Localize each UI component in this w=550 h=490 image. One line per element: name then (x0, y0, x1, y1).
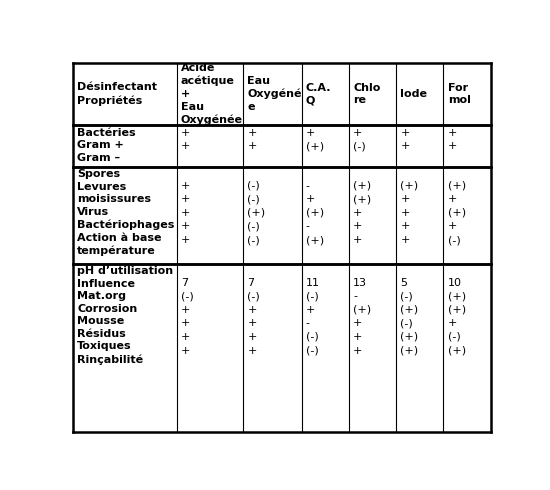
Text: 13
-
(+)
+
+
+: 13 - (+) + + + (353, 277, 371, 356)
Text: 7
(-)
+
+
+
+: 7 (-) + + + + (248, 277, 260, 356)
Text: (-)
(-)
(+)
(-)
(-): (-) (-) (+) (-) (-) (248, 181, 266, 245)
Text: Acide
acétique
+
Eau
Oxygénée: Acide acétique + Eau Oxygénée (181, 63, 243, 125)
Text: +
+: + + (181, 128, 190, 151)
Text: +
+
+
+
+: + + + + + (181, 181, 190, 245)
Text: +
+: + + (248, 128, 257, 151)
Text: Spores
Levures
moisissures
Virus
Bactériophages
Action à base
température: Spores Levures moisissures Virus Bactéri… (77, 169, 175, 256)
Text: +
+: + + (400, 128, 410, 151)
Text: -
+
(+)
-
(+): - + (+) - (+) (306, 181, 324, 245)
Text: Chlo
re: Chlo re (353, 83, 381, 105)
Text: For
mol: For mol (448, 83, 471, 105)
Text: Désinfectant
Propriétés: Désinfectant Propriétés (77, 82, 157, 106)
Text: 5
(-)
(+)
(-)
(+)
(+): 5 (-) (+) (-) (+) (+) (400, 277, 419, 356)
Text: +
+: + + (448, 128, 457, 151)
Text: C.A.
Q: C.A. Q (306, 83, 332, 105)
Text: 10
(+)
(+)
+
(-)
(+): 10 (+) (+) + (-) (+) (448, 277, 466, 356)
Text: +
(+): + (+) (306, 128, 324, 151)
Text: (+)
+
(+)
+
(-): (+) + (+) + (-) (448, 181, 466, 245)
Text: 11
(-)
+
-
(-)
(-): 11 (-) + - (-) (-) (306, 277, 320, 356)
Text: (+)
+
+
+
+: (+) + + + + (400, 181, 419, 245)
Text: Eau
Oxygéné
e: Eau Oxygéné e (248, 76, 302, 112)
Text: Bactéries
Gram +
Gram –: Bactéries Gram + Gram – (77, 128, 136, 163)
Text: (+)
(+)
+
+
+: (+) (+) + + + (353, 181, 371, 245)
Text: +
(-): + (-) (353, 128, 366, 151)
Text: pH d’utilisation
Influence
Mat.org
Corrosion
Mousse
Résidus
Toxiques
Rinçabilité: pH d’utilisation Influence Mat.org Corro… (77, 266, 173, 365)
Text: 7
(-)
+
+
+
+: 7 (-) + + + + (181, 277, 194, 356)
Text: Iode: Iode (400, 89, 427, 99)
